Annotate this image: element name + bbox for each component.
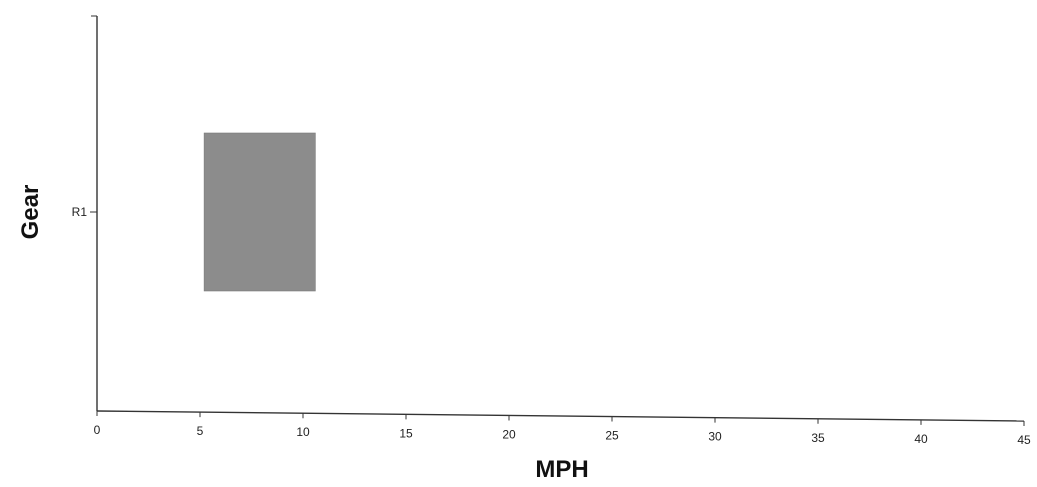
- bar-R1: [203, 132, 316, 292]
- x-tick-label: 5: [197, 424, 204, 438]
- x-axis-line: [96, 410, 1025, 422]
- x-tick-label: 15: [399, 426, 413, 440]
- y-axis-title: Gear: [17, 185, 44, 240]
- x-tick-label: 20: [502, 427, 516, 441]
- y-tick-label: R1: [72, 205, 88, 219]
- x-tick-label: 10: [296, 425, 310, 439]
- x-tick-label: 0: [94, 423, 101, 437]
- x-tick-label: 30: [708, 430, 722, 444]
- x-tick-label: 45: [1017, 433, 1031, 447]
- x-tick-label: 40: [914, 432, 928, 446]
- x-tick-label: 25: [605, 429, 619, 443]
- plot-area: 0 5 10 15 20 25 30 35 40 45 R1: [72, 15, 1031, 447]
- x-tick-label: 35: [811, 431, 825, 445]
- x-axis-title: MPH: [535, 456, 588, 483]
